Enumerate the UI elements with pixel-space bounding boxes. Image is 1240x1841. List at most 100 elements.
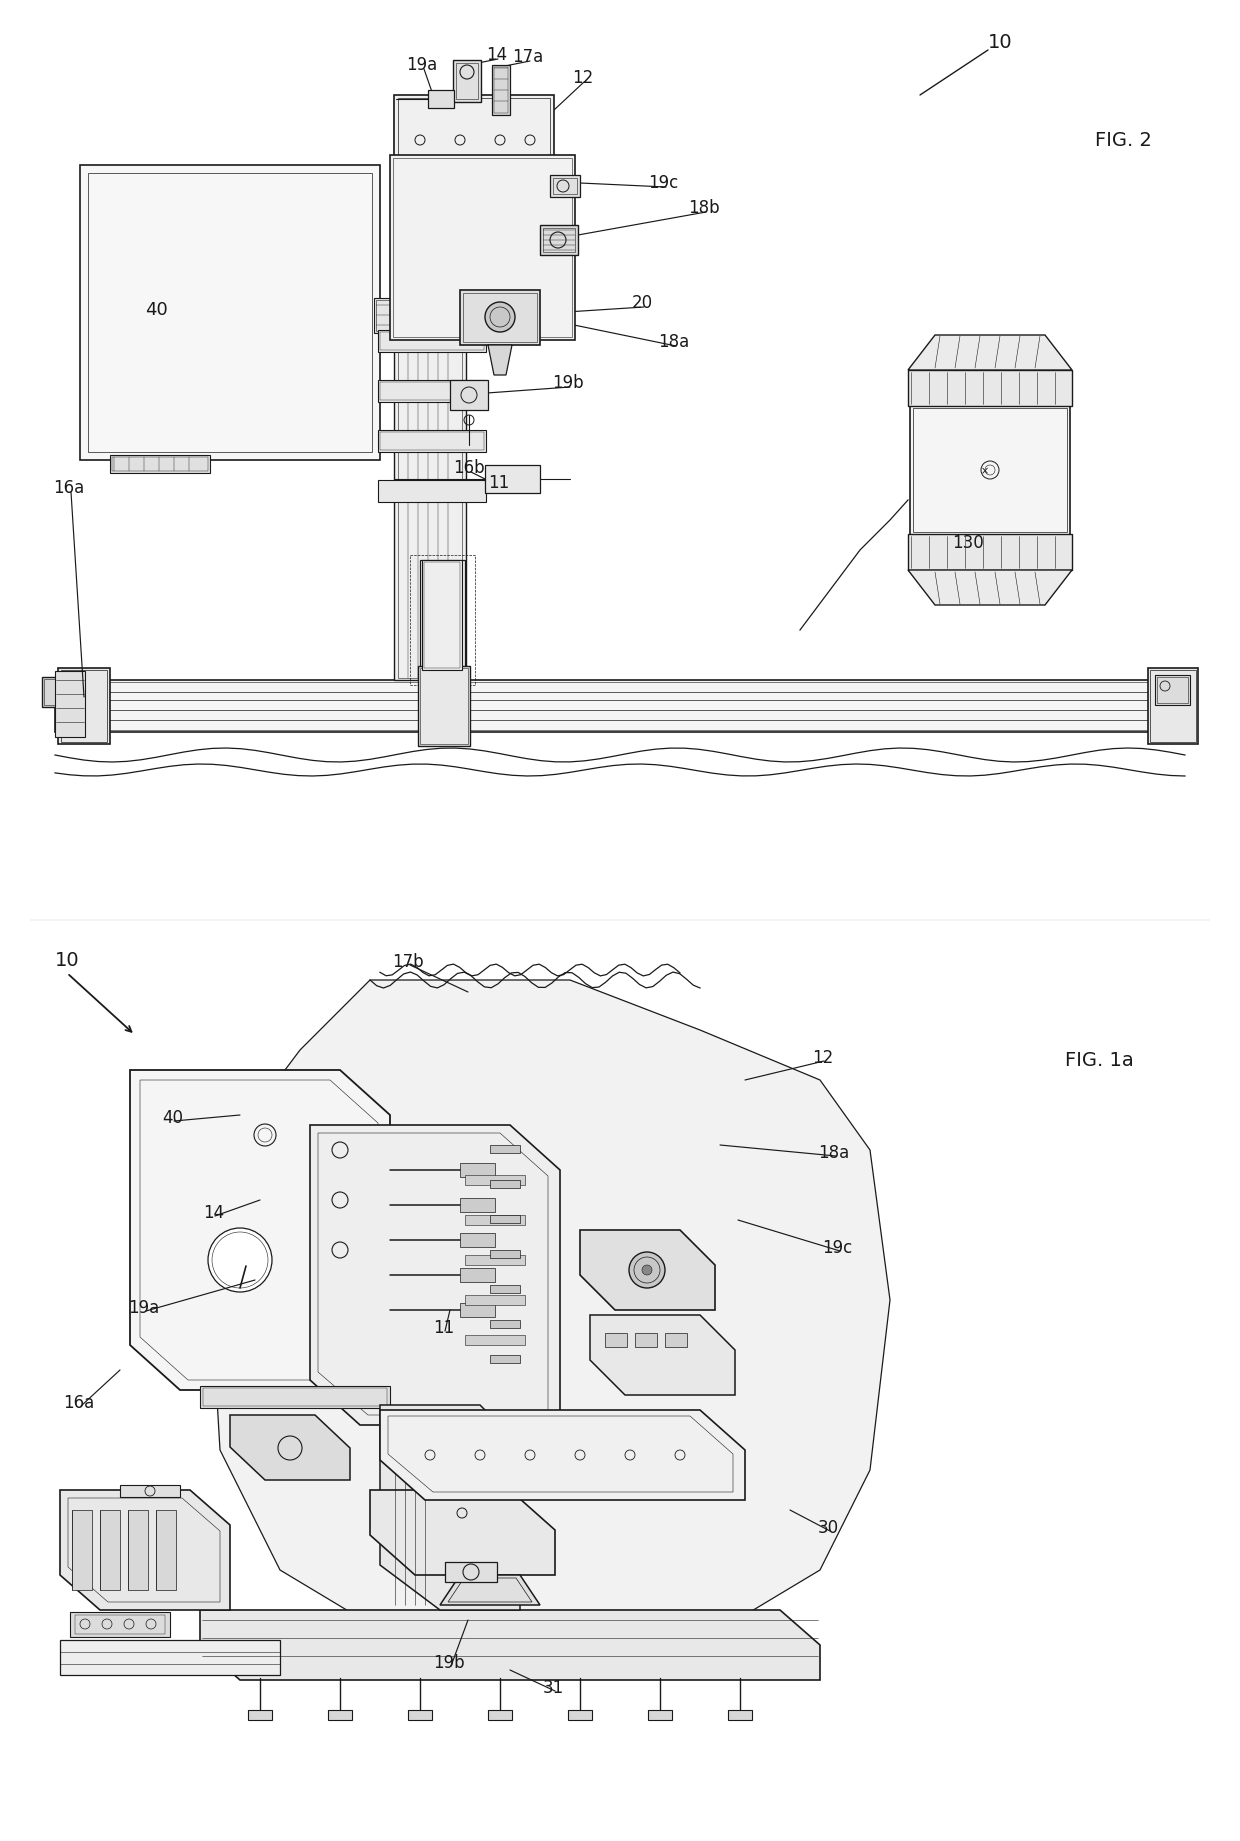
Polygon shape [489,344,512,376]
Polygon shape [130,1070,391,1390]
Bar [378,330,486,352]
Bar [460,1303,495,1316]
Bar [539,225,578,256]
Text: 12: 12 [572,68,593,87]
Bar [1154,676,1190,705]
Bar [203,1388,387,1407]
Polygon shape [200,1611,820,1681]
Bar [424,562,460,668]
Bar [423,563,463,677]
Polygon shape [379,1410,745,1500]
Text: 19a: 19a [128,1300,159,1316]
Bar [376,300,394,331]
Bar [378,431,486,453]
Bar [910,405,1070,536]
Bar [57,681,1183,731]
Text: 11: 11 [433,1318,454,1337]
Bar [453,61,481,101]
Bar [329,1710,352,1719]
Bar [60,1640,280,1675]
Circle shape [208,1228,272,1292]
Bar [460,291,539,344]
Polygon shape [440,1576,539,1605]
Circle shape [485,302,515,331]
Bar [100,1510,120,1591]
Bar [490,1180,520,1187]
Text: FIG. 1a: FIG. 1a [1065,1051,1133,1070]
Bar [398,98,551,182]
Text: 40: 40 [145,300,167,318]
Bar [908,370,1073,407]
Bar [460,1233,495,1246]
Bar [492,64,510,114]
Bar [58,668,110,744]
Bar [460,1198,495,1211]
Bar [378,379,486,401]
Text: 18a: 18a [818,1143,849,1162]
Bar [418,666,470,746]
Bar [69,1613,170,1637]
Text: 19c: 19c [822,1239,852,1257]
Bar [490,1285,520,1292]
Bar [605,1333,627,1348]
Bar [391,155,575,341]
Bar [420,560,465,679]
Circle shape [629,1252,665,1289]
Bar [490,1320,520,1327]
Bar [465,1335,525,1346]
Text: 10: 10 [988,33,1013,52]
Text: 18a: 18a [658,333,689,352]
Bar [908,534,1073,571]
Bar [379,381,484,399]
Text: 40: 40 [162,1108,184,1127]
Bar [422,560,463,670]
Bar [156,1510,176,1591]
Bar [112,457,208,471]
Bar [460,1268,495,1281]
Polygon shape [590,1314,735,1395]
Bar [635,1333,657,1348]
Text: 19b: 19b [433,1653,465,1672]
Bar [465,1215,525,1224]
Bar [1148,668,1198,744]
Bar [110,455,210,473]
Bar [55,679,1185,733]
Bar [913,409,1066,532]
Bar [394,99,466,679]
Text: 31: 31 [543,1679,564,1697]
Bar [379,331,484,350]
Polygon shape [229,1416,350,1480]
Bar [374,298,396,333]
Bar [200,1386,391,1408]
Polygon shape [379,1405,520,1611]
Bar [665,1333,687,1348]
Bar [248,1710,272,1719]
Bar [494,66,508,112]
Text: 20: 20 [632,295,653,311]
Bar [465,1175,525,1186]
Text: 16a: 16a [63,1394,94,1412]
Bar [485,466,539,493]
Polygon shape [370,1489,556,1576]
Bar [398,101,463,677]
Bar [43,679,62,705]
Polygon shape [908,571,1073,606]
Text: 16a: 16a [53,479,84,497]
Bar [553,179,577,193]
Bar [649,1710,672,1719]
Bar [393,158,572,337]
Circle shape [642,1265,652,1276]
Bar [450,379,489,411]
Bar [490,1355,520,1362]
Bar [490,1145,520,1152]
Text: 19b: 19b [552,374,584,392]
Bar [489,1710,512,1719]
Polygon shape [60,1489,229,1611]
Text: 12: 12 [812,1049,833,1068]
Text: 17b: 17b [392,954,424,970]
Bar [379,433,484,449]
Bar [394,96,554,184]
Bar [460,1164,495,1176]
Bar [408,1710,432,1719]
Text: 130: 130 [952,534,983,552]
